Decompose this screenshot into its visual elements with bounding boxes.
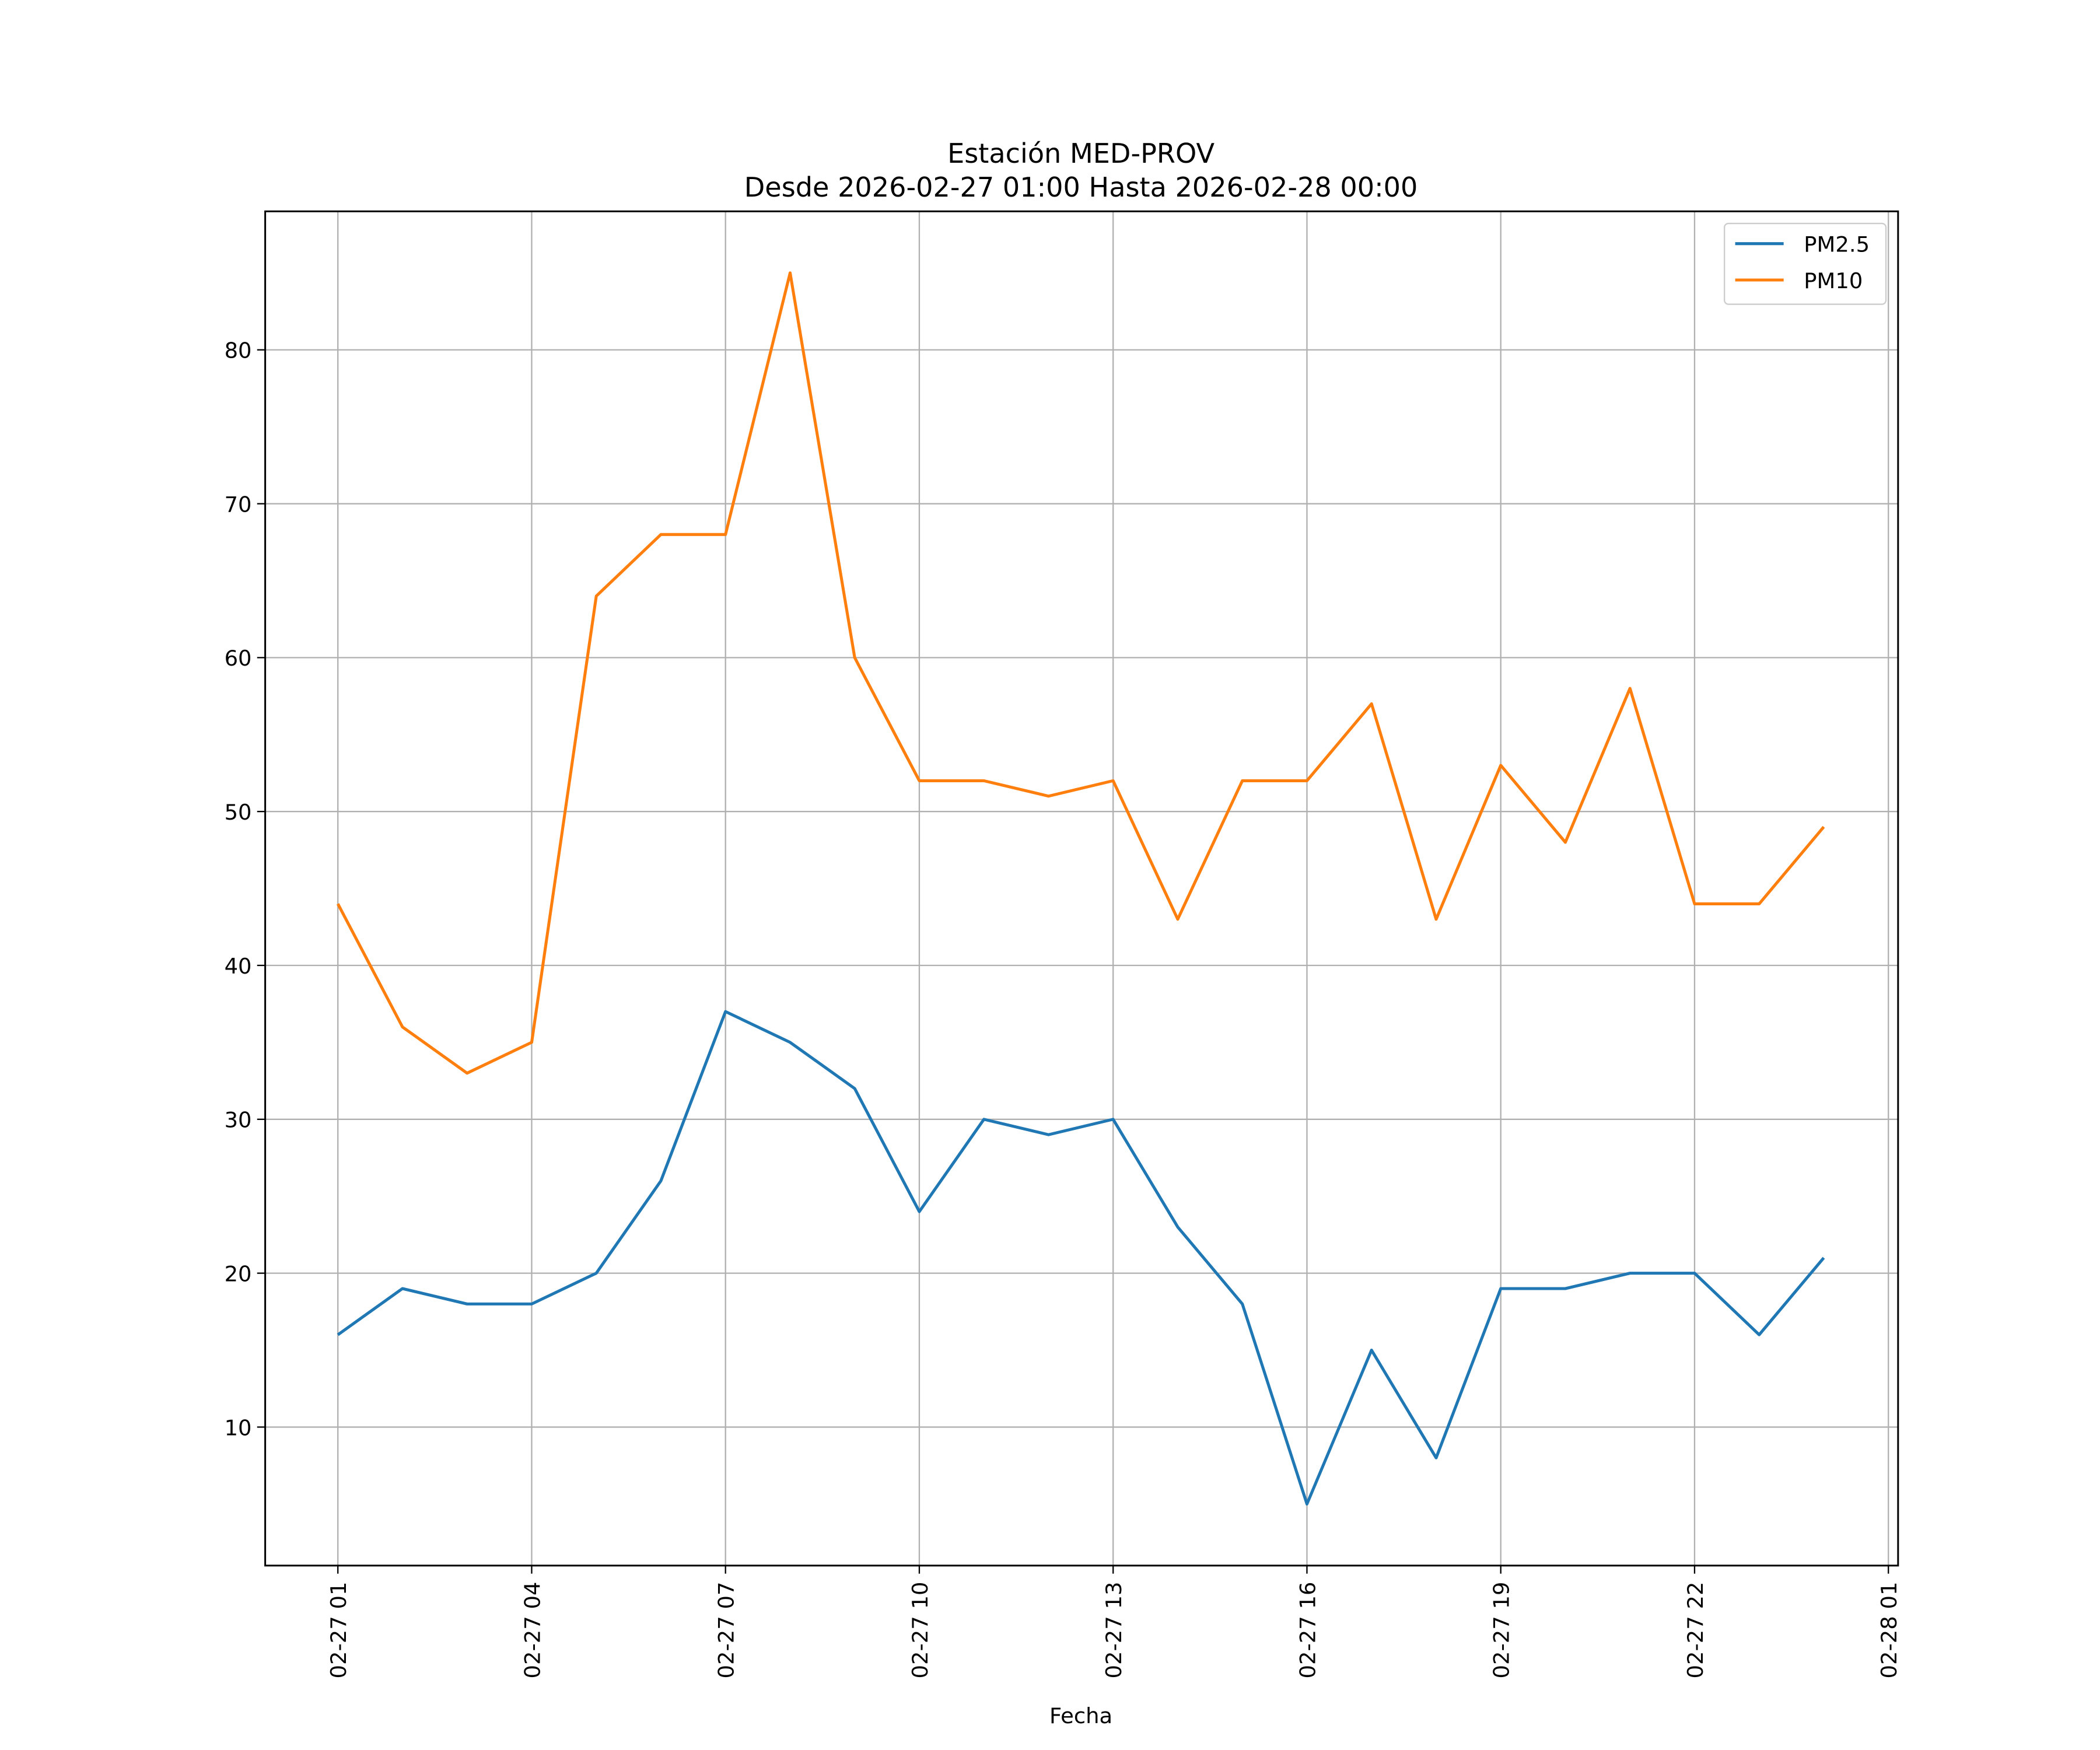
legend: PM2.5 PM10: [1723, 222, 1887, 305]
x-tick-label: 02-27 04: [520, 1582, 545, 1679]
y-tick-label: 50: [225, 800, 252, 825]
y-tick-label: 60: [225, 646, 252, 671]
chart-title: Estación MED-PROV: [947, 138, 1214, 169]
x-tick-label: 02-27 19: [1489, 1582, 1514, 1679]
grid: [265, 211, 1898, 1566]
y-tick-label: 20: [225, 1261, 252, 1286]
x-axis-label: Fecha: [1049, 1703, 1112, 1728]
x-tick-label: 02-27 22: [1683, 1582, 1708, 1679]
plot-frame: [264, 210, 1899, 1567]
axis-ticks: 02-27 01 02-27 04 02-27 07 02-27 10 02-27 13…: [225, 338, 1902, 1679]
y-tick-label: 10: [225, 1415, 252, 1440]
y-tick-label: 30: [225, 1108, 252, 1133]
x-tick-label: 02-27 01: [326, 1582, 351, 1679]
x-tick-label: 02-27 13: [1101, 1582, 1126, 1679]
y-tick-label: 70: [225, 492, 252, 517]
y-tick-label: 80: [225, 338, 252, 363]
y-tick-label: 40: [225, 954, 252, 979]
x-tick-label: 02-28 01: [1877, 1582, 1902, 1679]
x-tick-label: 02-27 10: [908, 1582, 933, 1679]
series-line-pm25: [337, 1010, 1825, 1506]
legend-label-pm10: PM10: [1804, 268, 1863, 293]
legend-label-pm25: PM2.5: [1804, 232, 1870, 257]
series-lines: [336, 271, 1825, 1506]
x-tick-label: 02-27 07: [714, 1582, 739, 1679]
x-tick-label: 02-27 16: [1295, 1582, 1320, 1679]
chart-subtitle: Desde 2026-02-27 01:00 Hasta 2026-02-28 …: [744, 172, 1418, 203]
series-line-pm10: [336, 271, 1825, 1075]
